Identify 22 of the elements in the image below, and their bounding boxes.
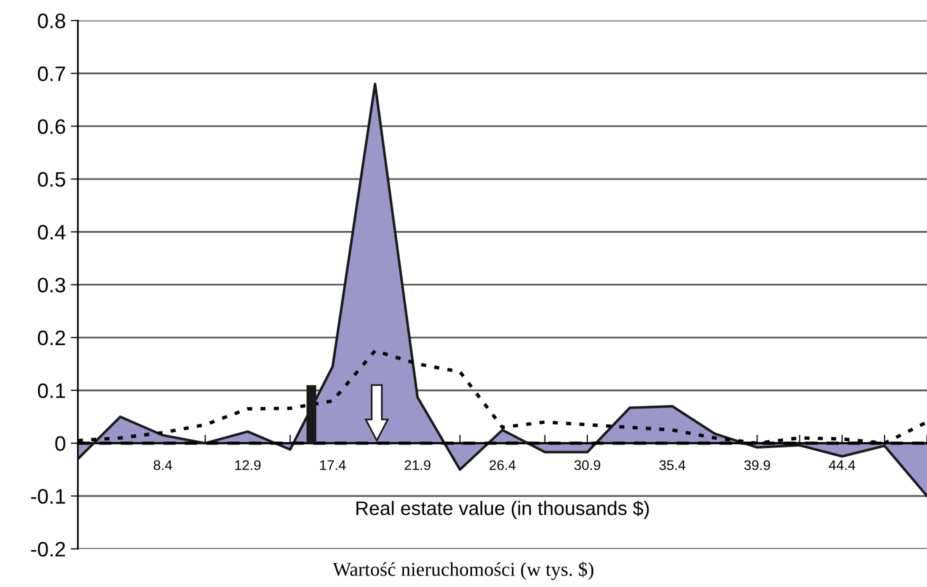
y-tick-label: 0.5 — [38, 172, 66, 187]
x-tick-label: 17.4 — [320, 460, 346, 470]
y-tick-label: 0.6 — [38, 119, 66, 134]
x-tick-label: 44.4 — [828, 460, 856, 470]
y-tick-label: 0.4 — [38, 224, 66, 240]
y-tick-label: -0.1 — [31, 489, 66, 504]
y-tick-label: 0.2 — [38, 330, 66, 346]
x-tick-label: 26.4 — [490, 460, 516, 470]
x-tick-label: 12.9 — [235, 460, 261, 470]
text: Wartość nieruchomości (w tys. $) — [332, 562, 594, 580]
x-tick-label: 35.4 — [659, 460, 686, 470]
y-tick-label: -0.2 — [31, 542, 66, 557]
y-tick-label: 0.7 — [38, 66, 66, 82]
y-tick-label: 0 — [55, 436, 66, 451]
x-axis-title: Real estate value (in thousands $) — [356, 500, 649, 519]
y-tick-label: 0.3 — [38, 278, 66, 292]
x-tick-label: 8.4 — [154, 460, 172, 470]
y-tick-label: 0.1 — [38, 383, 66, 398]
x-tick-label: 30.9 — [574, 460, 600, 470]
x-tick-label: 39.9 — [744, 460, 770, 470]
y-tick-label: 0.8 — [38, 14, 66, 28]
x-tick-label: 21.9 — [404, 460, 430, 470]
